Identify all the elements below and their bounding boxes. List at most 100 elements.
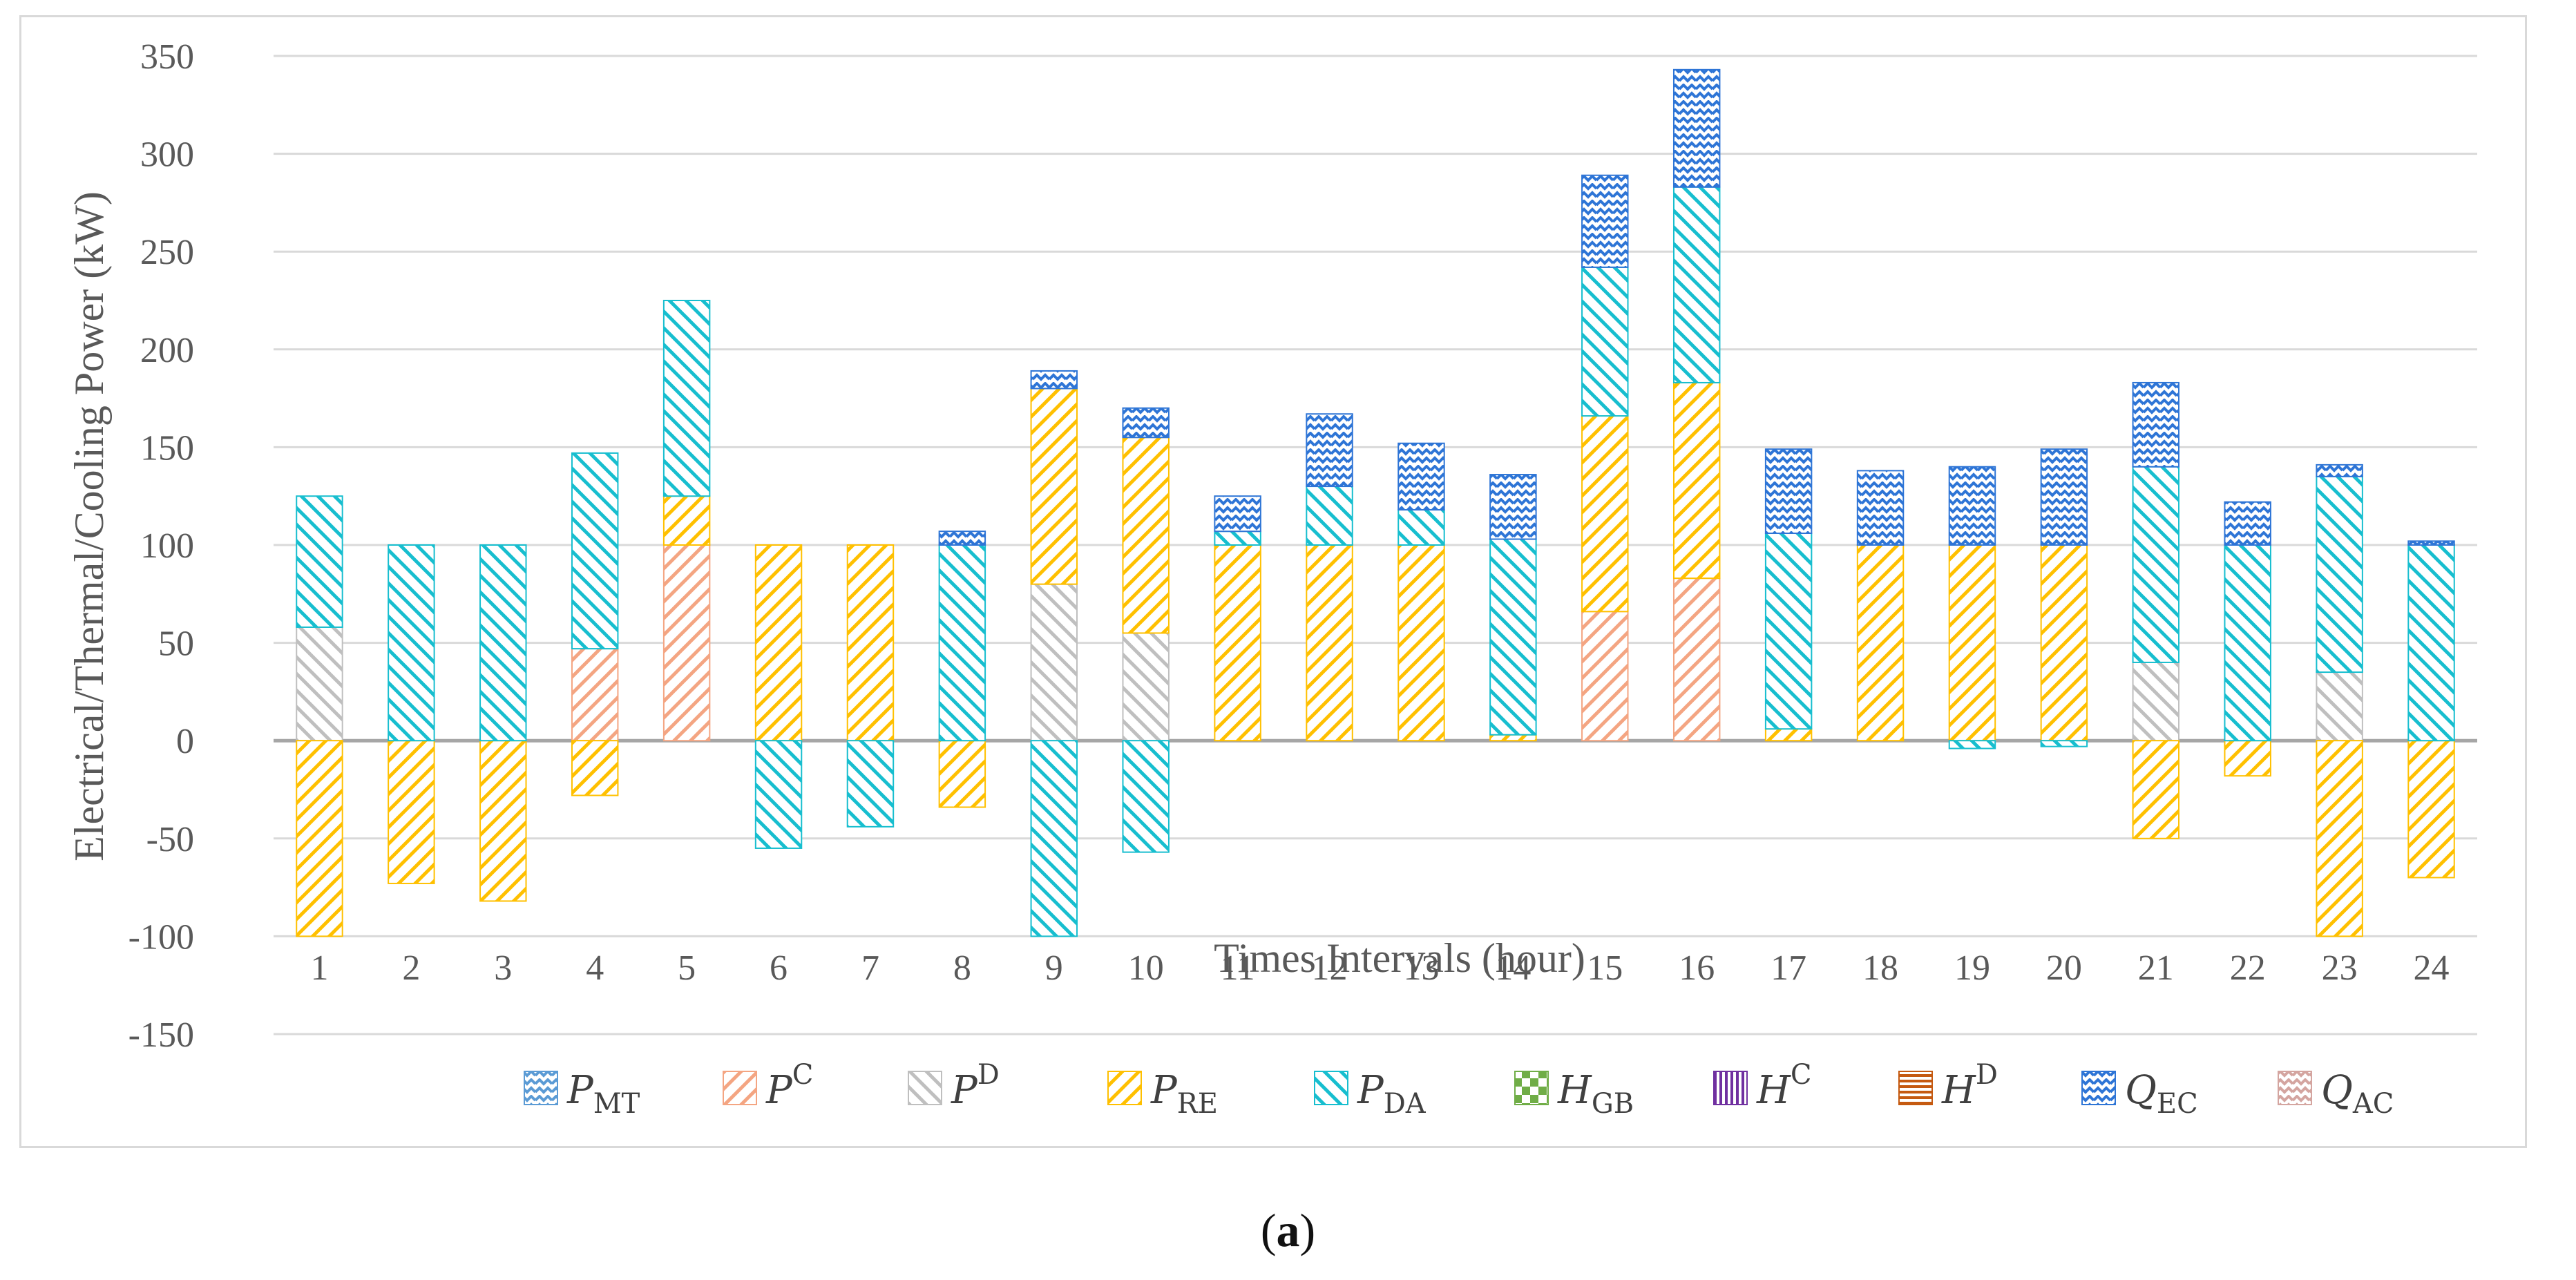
chart-frame: 350 300 250 200 150 100 50 0 -50 -100 -150 1 2 3 4 5 6 7 8… [19, 15, 2527, 1148]
bar-segment-p-re-24 [2407, 740, 2455, 879]
bar-segment-p-re-5 [662, 495, 711, 546]
bar-segment-q-ec-8 [938, 531, 986, 546]
legend-swatch [2278, 1071, 2312, 1105]
bar-segment-p-da-11 [1214, 531, 1261, 546]
bar-segment-p-da-24 [2407, 544, 2455, 742]
x-category-label: 1 [310, 948, 328, 988]
bar-segment-p-da-12 [1306, 486, 1353, 546]
x-category-label: 24 [2414, 948, 2450, 988]
legend-label: PRE [1150, 1068, 1218, 1120]
x-category-label: 22 [2230, 948, 2266, 988]
bars [296, 68, 2455, 937]
y-tick-label: -50 [146, 820, 194, 859]
legend-item-h-c: HC [1713, 1059, 1811, 1113]
bar-segment-p-da-13 [1397, 509, 1445, 546]
y-tick-label: 300 [140, 135, 194, 175]
bar-segment-q-ec-15 [1581, 174, 1629, 268]
bar-segment-p-da-22 [2224, 544, 2271, 742]
y-tick-label: 100 [140, 526, 194, 566]
legend-swatch [1514, 1071, 1549, 1105]
gridlines [274, 55, 2477, 1035]
y-tick-label: 350 [140, 37, 194, 77]
bar-segment-q-ec-18 [1856, 470, 1905, 546]
bar-segment-q-ec-9 [1030, 370, 1078, 390]
x-category-label: 19 [1954, 948, 1990, 988]
x-category-label: 12 [1312, 948, 1348, 988]
x-category-label: 2 [402, 948, 420, 988]
legend-item-q-ec: QEC [2081, 1068, 2198, 1120]
bar-segment-p-re-9 [1030, 388, 1078, 585]
bar-segment-q-ec-22 [2224, 501, 2271, 546]
bar-segment-q-ec-13 [1397, 442, 1445, 511]
bar-segment-p-re-3 [479, 740, 527, 902]
bar-segment-p-da-7 [846, 740, 895, 828]
bar-segment-q-ec-23 [2316, 464, 2363, 477]
legend-item-h-d: HD [1898, 1059, 1998, 1113]
bar-segment-p-da-23 [2316, 475, 2363, 674]
bar-segment-q-ec-14 [1489, 474, 1537, 540]
bar-segment-p-re-2 [388, 740, 435, 884]
bar-segment-p-re-11 [1214, 544, 1261, 742]
legend-label: PMT [566, 1068, 640, 1120]
bar-segment-p-re-12 [1306, 544, 1353, 742]
bar-segment-p-c-16 [1672, 577, 1721, 742]
bar-segment-p-re-7 [846, 544, 895, 742]
x-category-label: 11 [1221, 948, 1255, 988]
x-category-label: 16 [1679, 948, 1715, 988]
y-tick-label: -150 [128, 1015, 194, 1055]
x-category-label: 6 [770, 948, 788, 988]
bar-segment-q-ec-21 [2132, 381, 2180, 468]
legend-item-h-gb: HGB [1514, 1068, 1634, 1120]
bar-segment-p-d-21 [2132, 661, 2180, 742]
legend-swatch [524, 1071, 558, 1105]
x-category-label: 14 [1495, 948, 1531, 988]
legend-label: HGB [1557, 1068, 1634, 1120]
caption-close: ) [1299, 1204, 1316, 1257]
x-category-label: 8 [953, 948, 971, 988]
x-category-label: 7 [861, 948, 879, 988]
x-category-label: 5 [678, 948, 696, 988]
bar-segment-q-ec-20 [2040, 448, 2088, 546]
y-tick-label: 150 [140, 428, 194, 468]
bar-segment-p-da-16 [1672, 186, 1721, 383]
legend-label: QEC [2125, 1068, 2198, 1120]
caption-letter: a [1276, 1204, 1300, 1257]
bar-segment-p-re-13 [1397, 544, 1445, 742]
legend-item-p-mt: PMT [524, 1068, 640, 1120]
bar-segment-p-da-17 [1764, 533, 1813, 730]
bar-segment-q-ec-16 [1672, 68, 1721, 188]
bar-segment-p-da-19 [1948, 740, 1996, 749]
x-category-label: 17 [1771, 948, 1806, 988]
legend-label: HC [1756, 1059, 1811, 1113]
legend-swatch [1713, 1071, 1748, 1105]
bar-segment-q-ec-11 [1214, 495, 1261, 533]
bar-segment-p-re-6 [754, 544, 803, 742]
x-category-label: 21 [2138, 948, 2174, 988]
legend: PMT PC PD PRE PDA HGB HC HD QEC QAC [524, 1059, 2394, 1120]
bar-segment-p-da-20 [2040, 740, 2088, 747]
x-category-label: 18 [1862, 948, 1898, 988]
bar-segment-p-d-1 [296, 626, 343, 742]
bar-segment-p-da-21 [2132, 466, 2180, 663]
bar-segment-p-d-23 [2316, 671, 2363, 742]
bar-segment-p-da-1 [296, 495, 343, 628]
bar-segment-p-da-3 [479, 544, 527, 742]
bar-segment-q-ec-24 [2407, 540, 2455, 546]
bar-segment-p-re-23 [2316, 740, 2363, 937]
x-category-label: 23 [2322, 948, 2358, 988]
legend-swatch [2081, 1071, 2116, 1105]
legend-item-p-d: PD [908, 1059, 1000, 1113]
legend-label: PC [765, 1059, 813, 1113]
caption-open: ( [1260, 1204, 1277, 1257]
x-axis-title: Times Intervals (hour) [1214, 935, 1585, 981]
legend-swatch [1898, 1071, 1933, 1105]
x-category-label: 3 [494, 948, 512, 988]
legend-item-p-re: PRE [1107, 1068, 1218, 1120]
x-category-label: 15 [1587, 948, 1623, 988]
legend-swatch [1107, 1071, 1142, 1105]
bar-segment-p-da-6 [754, 740, 803, 849]
legend-item-q-ac: QAC [2278, 1068, 2394, 1120]
y-tick-label: 50 [158, 624, 194, 664]
bar-segment-p-re-16 [1672, 381, 1721, 580]
